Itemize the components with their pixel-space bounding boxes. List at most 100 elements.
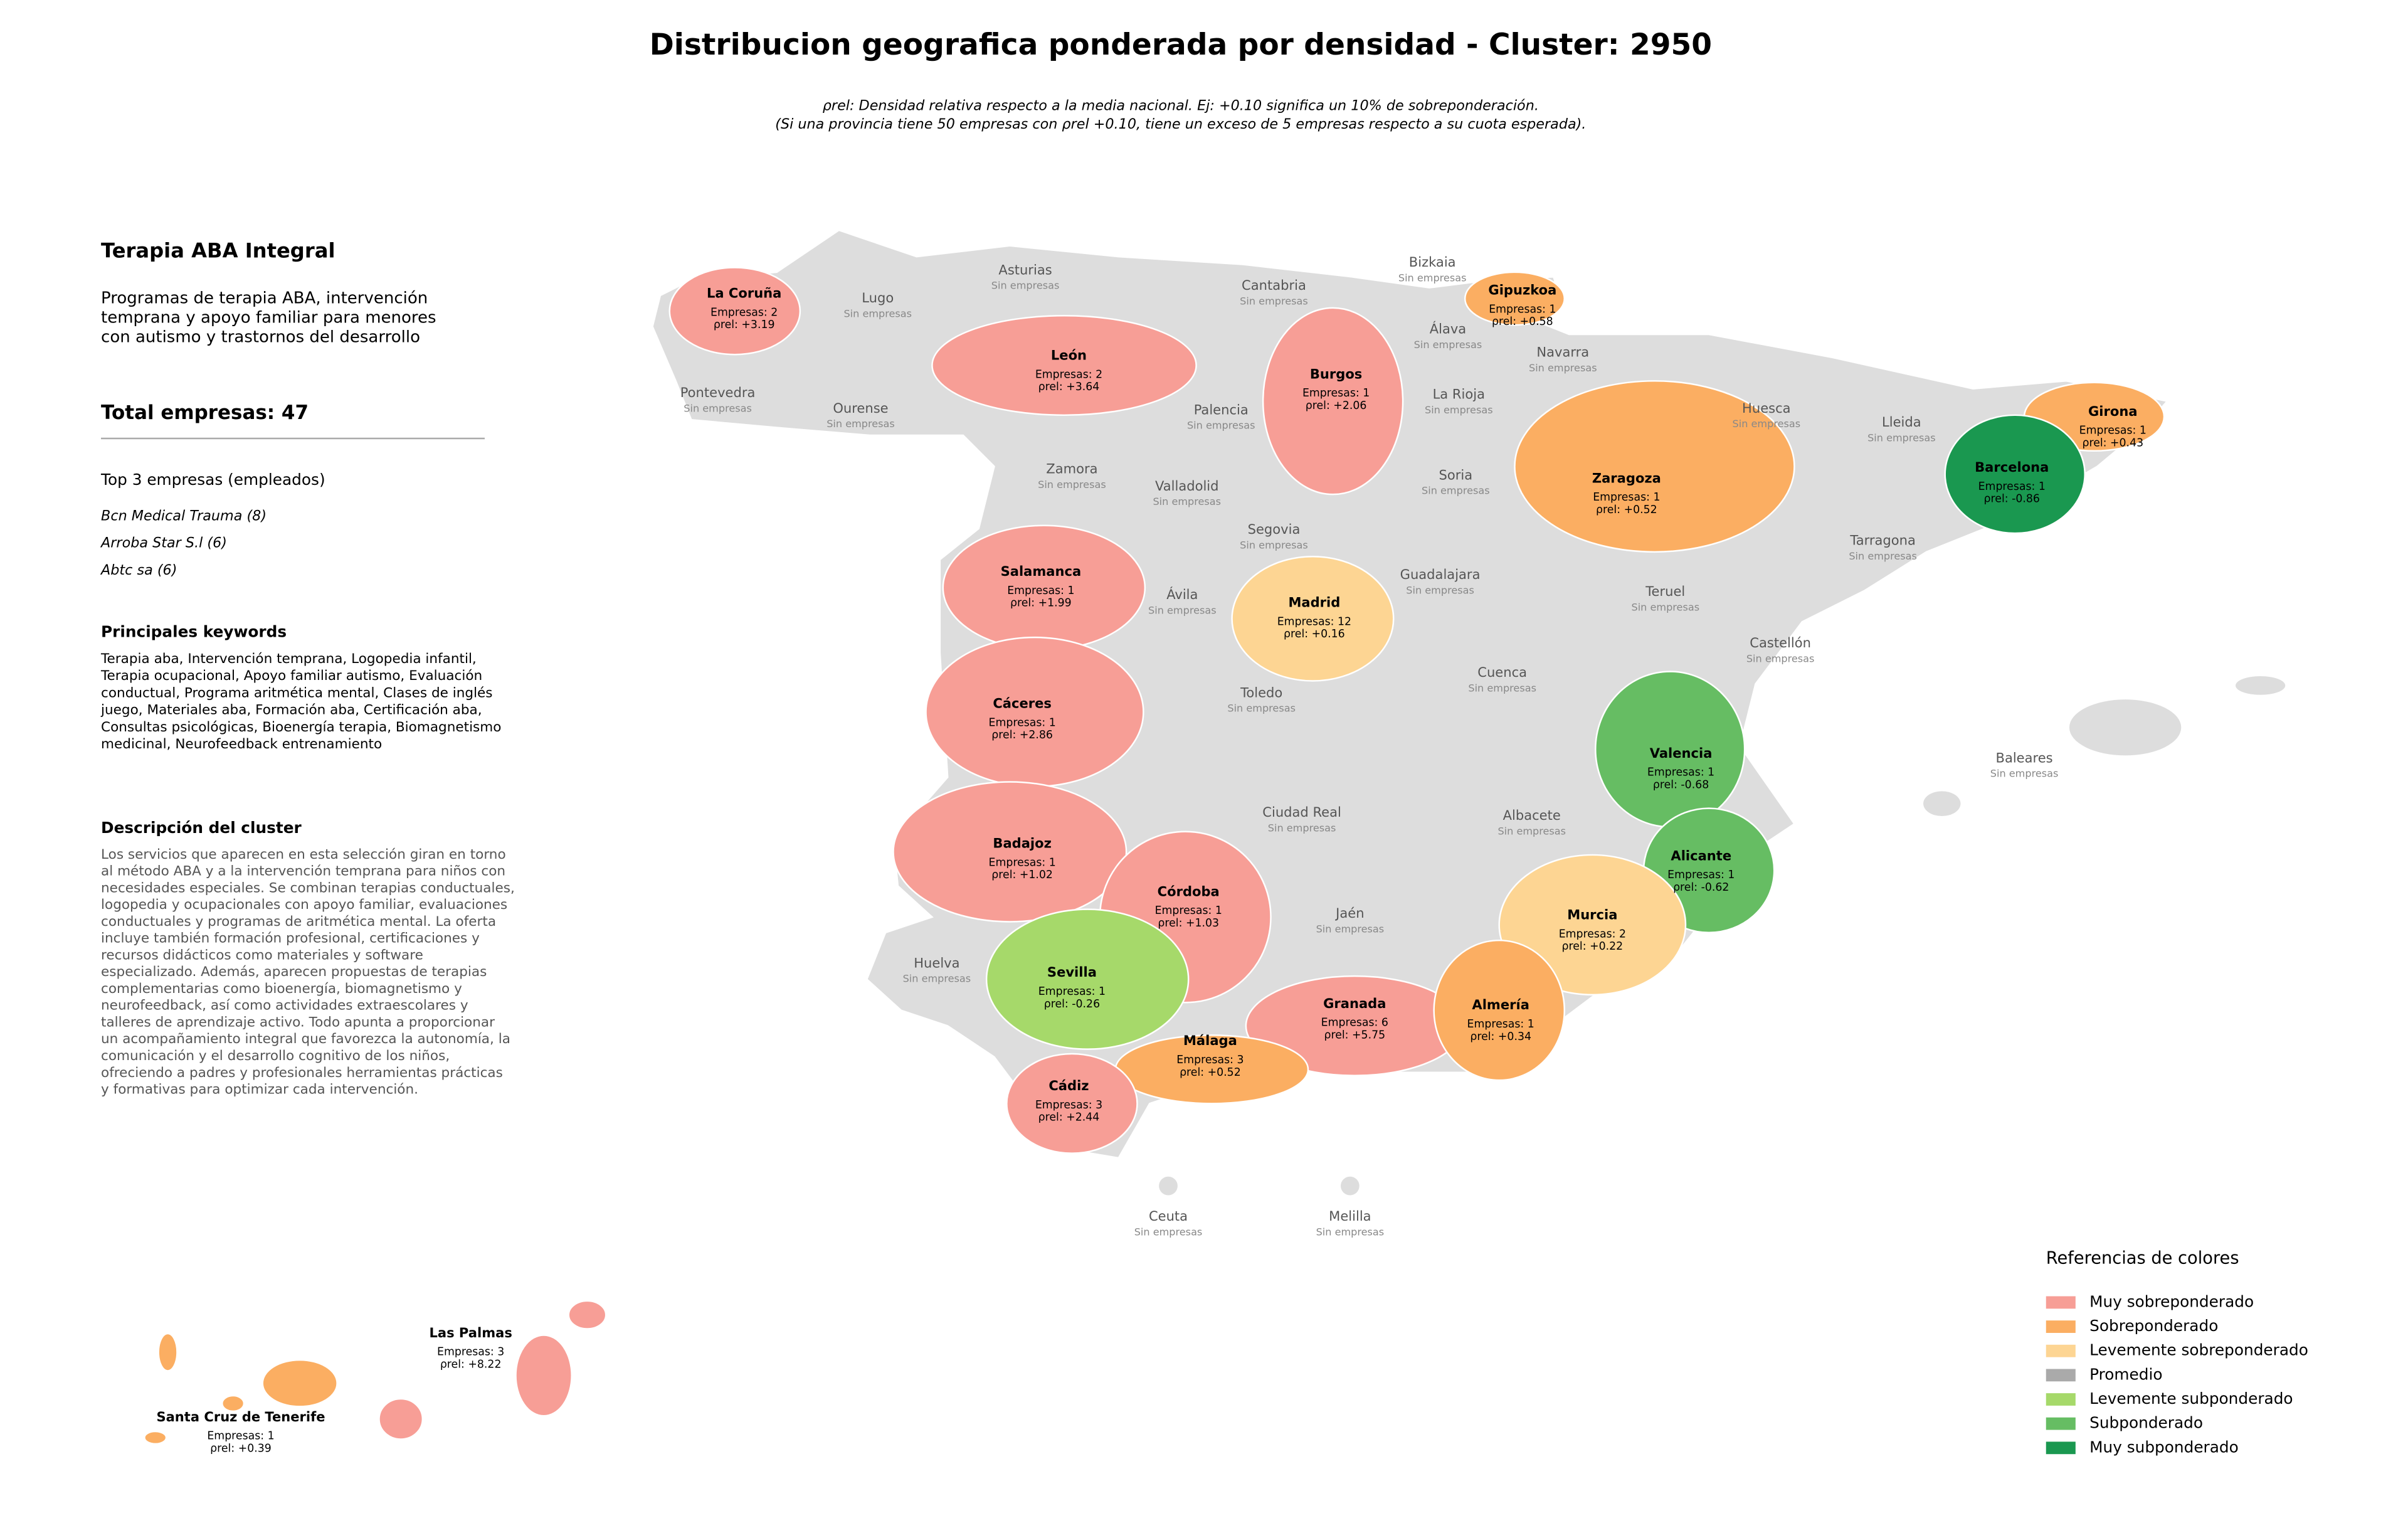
province-shape [1514,380,1795,553]
province-shape [1464,271,1565,326]
province-note: Sin empresas [1316,923,1385,935]
province-name: Tarragona [1849,532,1916,548]
province-count: Empresas: 1 [1302,387,1370,400]
province-name: Soria [1439,467,1473,482]
province-count: Empresas: 1 [1038,985,1106,998]
province-name: Zaragoza [1592,470,1661,485]
description-line: Los servicios que aparecen en esta selec… [101,847,506,862]
province-name: Albacete [1503,807,1561,823]
description-line: al método ABA y a la intervención tempra… [101,864,505,879]
legend-swatch [2046,1417,2076,1430]
province-note: Sin empresas [1468,682,1536,694]
legend-label: Promedio [2089,1365,2162,1383]
province-name: Huelva [914,955,959,970]
province-rho: ρrel: -0.86 [1984,493,2040,506]
province-rho: ρrel: -0.62 [1673,881,1729,894]
province-name: Burgos [1310,366,1362,381]
summary-line: Programas de terapia ABA, intervención [101,289,428,308]
province-note: Sin empresas [1497,825,1566,837]
legend-swatch [2046,1320,2076,1333]
summary-line: con autismo y trastornos del desarrollo [101,327,420,346]
description-line: ofreciendo a padres y profesionales herr… [101,1065,503,1081]
province-note: Sin empresas [1187,420,1255,432]
province-note: Sin empresas [1240,539,1308,551]
legend-swatch [2046,1369,2076,1382]
province-name: Madrid [1288,595,1340,610]
province-note: Sin empresas [1406,584,1474,596]
province-shape [1433,939,1566,1081]
province-name: Jaén [1334,905,1364,921]
province-rho: ρrel: +0.52 [1180,1066,1241,1079]
province-count: Empresas: 1 [989,716,1056,729]
province-count: Empresas: 3 [437,1346,504,1359]
description-line: y formativas para optimizar cada interve… [101,1082,418,1098]
province-rho: ρrel: +3.64 [1038,381,1100,393]
province-rho: ρrel: +0.58 [1492,316,1553,328]
legend-label: Muy sobreponderado [2089,1292,2254,1310]
island [2069,699,2182,756]
province-shape [1231,556,1395,682]
province-rho: ρrel: +1.02 [991,869,1053,881]
province-rho: ρrel: +2.44 [1038,1112,1100,1124]
province-name: Valencia [1650,745,1713,761]
top-company: Arroba Star S.l (6) [100,535,227,551]
province-name: Navarra [1536,344,1589,360]
province-name: Pontevedra [680,385,756,400]
province-rho: ρrel: +2.86 [991,729,1053,741]
info-panel: Terapia ABA Integral Total empresas: 47 … [100,239,515,1098]
province-note: Sin empresas [1316,1226,1385,1238]
province-rho: ρrel: +0.43 [2082,437,2143,449]
province-name: La Rioja [1433,386,1485,402]
keywords-line: conductual, Programa aritmética mental, … [101,685,493,701]
province-count: Empresas: 1 [2079,425,2147,437]
description-line: recursos didácticos como materiales y so… [101,947,423,963]
province-name: Cáceres [993,696,1052,711]
province-name: Cantabria [1242,277,1306,293]
province-rho: ρrel: +0.52 [1596,504,1657,516]
province-count: Empresas: 3 [1176,1054,1244,1066]
province-name: Bizkaia [1409,254,1456,270]
province-shape [261,1359,338,1408]
province-note: Sin empresas [826,418,895,430]
province-count: Empresas: 2 [710,306,778,319]
province-note: Sin empresas [1227,703,1296,714]
province-count: Empresas: 1 [1155,905,1222,917]
province-count: Empresas: 3 [1035,1099,1102,1112]
province-name: Huesca [1742,400,1791,416]
province-rho: ρrel: +0.39 [210,1442,272,1455]
legend-swatch [2046,1296,2076,1309]
province-rho: ρrel: +5.75 [1324,1029,1385,1041]
province-count: Empresas: 6 [1321,1016,1388,1029]
province-rho: ρrel: +3.19 [714,319,775,331]
keywords-line: medicinal, Neurofeedback entrenamiento [101,736,382,752]
province-rho: ρrel: +8.22 [440,1359,502,1371]
province-note: Sin empresas [1746,652,1815,664]
province-name: Castellón [1750,635,1811,650]
province-name: Barcelona [1975,459,2049,475]
province-note: Sin empresas [843,307,912,319]
legend: Referencias de colores Muy sobreponderad… [2046,1249,2308,1456]
province-count: Empresas: 1 [1593,491,1660,504]
top-company: Bcn Medical Trauma (8) [101,507,267,524]
province-rho: ρrel: +0.22 [1562,940,1624,953]
legend-label: Muy subponderado [2089,1438,2239,1456]
province-rho: ρrel: +1.99 [1010,597,1072,610]
total: Total empresas: 47 [101,401,309,424]
province-rho: ρrel: +0.16 [1284,628,1345,640]
province-shape [1944,414,2086,534]
island [1923,791,1961,816]
province-count: Empresas: 1 [1667,869,1735,881]
province-count: Empresas: 2 [1035,368,1102,381]
description-line: necesidades especiales. Se combinan tera… [101,880,515,896]
province-note: Sin empresas [1148,604,1217,616]
description-line: talleres de aprendizaje activo. Todo apu… [101,1014,495,1030]
province-name: Alicante [1671,847,1731,863]
province-name: Girona [2088,403,2138,419]
enclave [1159,1176,1178,1196]
keywords-line: juego, Materiales aba, Formación aba, Ce… [100,703,482,718]
description-line: complementarias como bioenergía, biomagn… [101,981,462,997]
legend-swatch [2046,1441,2076,1455]
legend-label: Sobreponderado [2089,1317,2218,1335]
province-name: Ourense [833,400,888,416]
